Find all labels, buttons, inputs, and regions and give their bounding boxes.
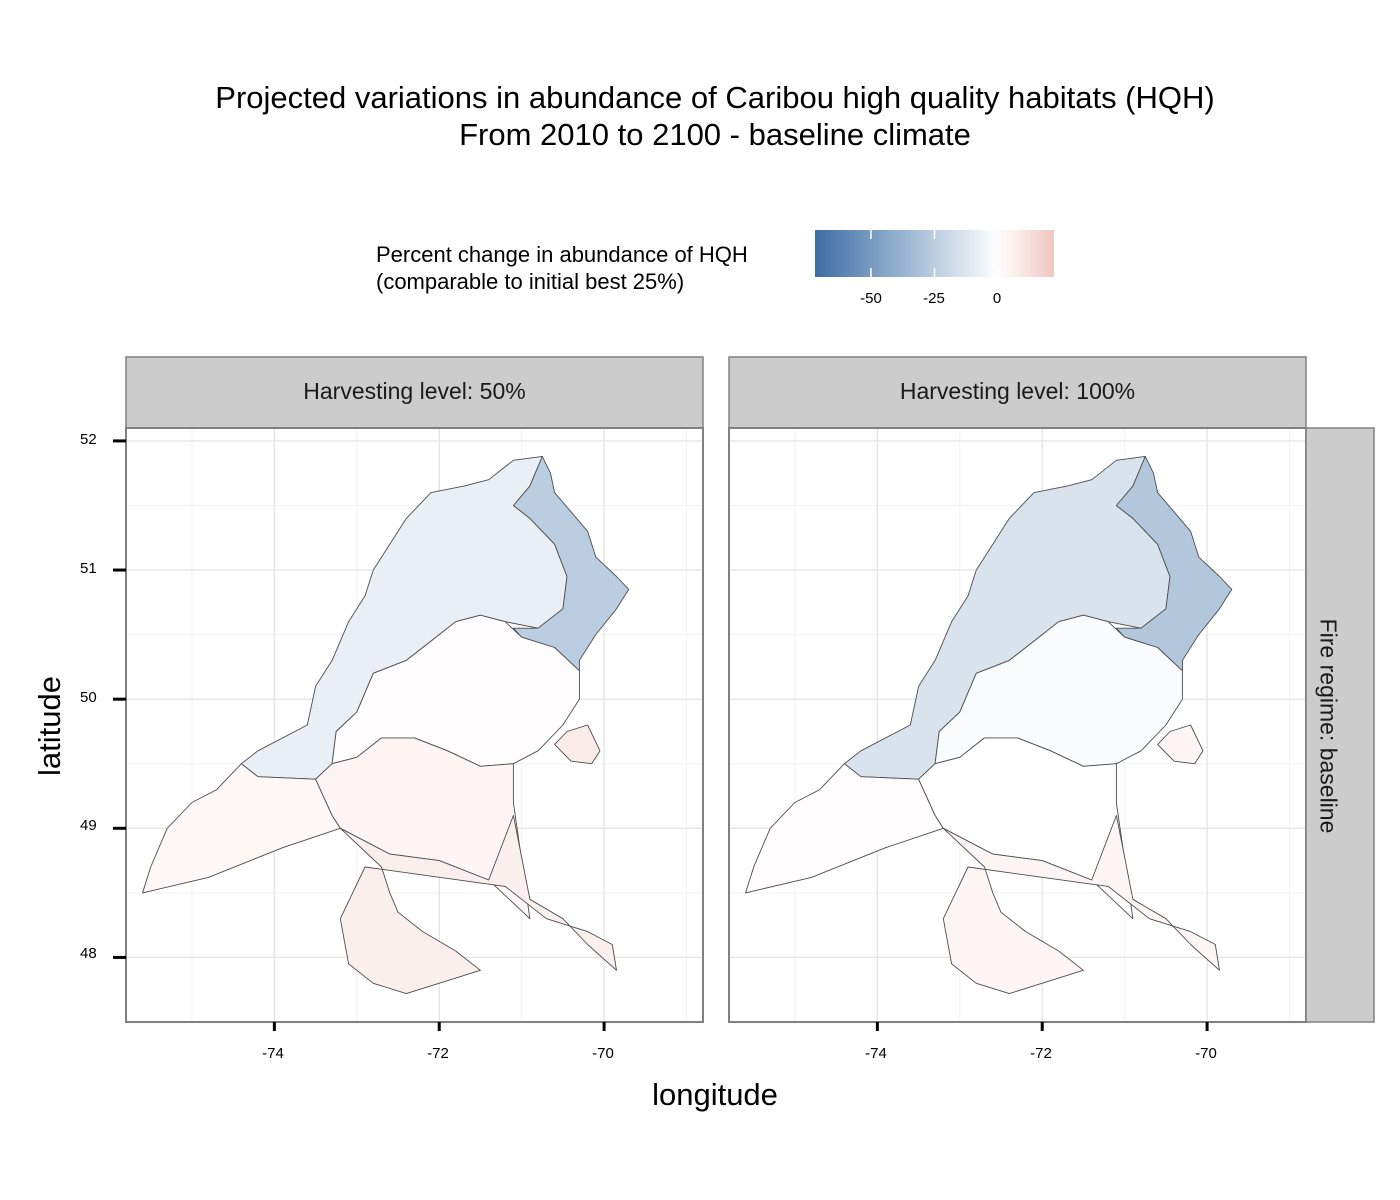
map-region-south-east	[339, 814, 617, 995]
x-tick-label: -72	[1030, 1045, 1052, 1062]
map-region-south-east	[942, 814, 1220, 995]
legend-tick-label: 0	[992, 290, 1002, 307]
facet-strip-label-fire-regime: Fire regime: baseline	[1315, 618, 1342, 834]
y-tick-label: 49	[80, 817, 97, 834]
y-tick-label: 52	[80, 431, 97, 448]
legend-tick-label: -50	[860, 290, 882, 307]
x-tick-label: -70	[592, 1045, 614, 1062]
facet-strip-right	[1305, 427, 1375, 1023]
x-axis-title: longitude	[652, 1077, 778, 1112]
facet-strip-label-harvest-50: Harvesting level: 50%	[303, 378, 526, 404]
x-tick-label: -74	[865, 1045, 887, 1062]
map-region-small-east	[554, 724, 601, 765]
legend-title-line-1: Percent change in abundance of HQH	[376, 242, 748, 267]
legend-title-line-2: (comparable to initial best 25%)	[376, 269, 685, 294]
facet-strip-label-harvest-100: Harvesting level: 100%	[899, 378, 1136, 404]
plot-title-line-1: Projected variations in abundance of Car…	[215, 80, 1215, 115]
y-tick-label: 50	[80, 689, 97, 706]
map-region-small-east	[1157, 724, 1204, 765]
legend-tick-label: -25	[923, 290, 945, 307]
y-tick-label: 48	[80, 945, 97, 962]
x-tick-label: -74	[262, 1045, 284, 1062]
y-axis-title: latitude	[32, 676, 67, 776]
y-tick-label: 51	[80, 560, 97, 577]
x-tick-label: -70	[1195, 1045, 1217, 1062]
x-tick-label: -72	[427, 1045, 449, 1062]
plot-title-line-2: From 2010 to 2100 - baseline climate	[459, 117, 971, 152]
panel-border	[125, 427, 704, 1023]
facet-strip	[728, 356, 1307, 429]
